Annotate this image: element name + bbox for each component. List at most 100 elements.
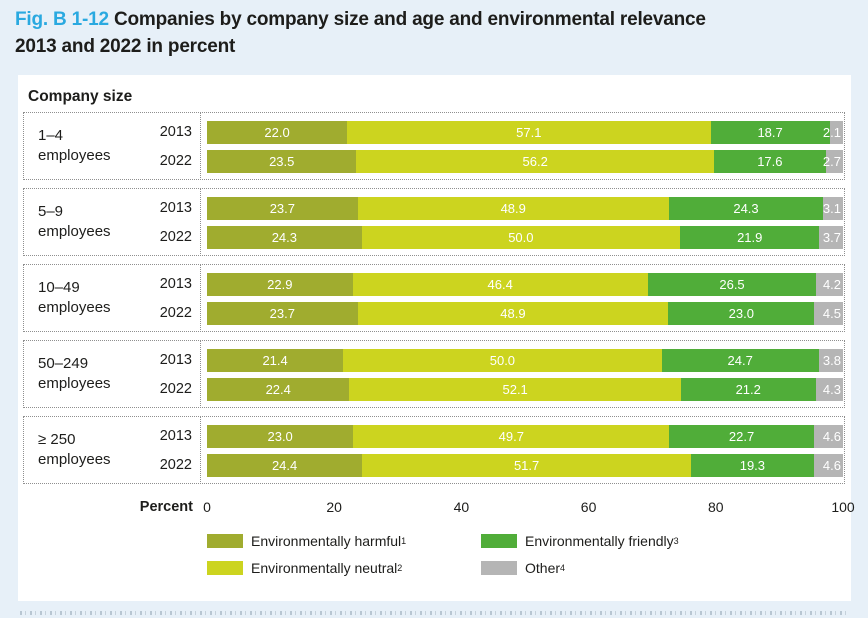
bar-segment-environmentally-harmful: 24.3 (207, 226, 362, 249)
bar-segment-environmentally-friendly: 24.3 (668, 197, 824, 220)
bar-segment-environmentally-friendly: 24.7 (661, 349, 819, 372)
bar-segment-value: 22.7 (728, 429, 755, 444)
bar-segment-value: 48.9 (500, 306, 526, 321)
x-tick-40: 40 (453, 499, 470, 515)
company-size-label: 1–4 employees (38, 126, 111, 166)
bar-segment-environmentally-neutral: 50.0 (361, 226, 681, 249)
bar-segment-value: 21.4 (262, 353, 288, 368)
bar-segment-value: 52.1 (502, 382, 528, 397)
bar-segment-other: 3.8 (818, 349, 843, 372)
size-range: 10–49 (38, 279, 80, 296)
bar-segment-value: 49.7 (498, 429, 524, 444)
bar-segment-value: 51.7 (513, 458, 540, 473)
bar-segment-other: 4.5 (814, 302, 843, 325)
x-axis-ticks: 0 20 40 60 80 100 (203, 499, 855, 517)
legend-label: Environmentally neutral (251, 560, 398, 576)
stacked-bar-2013: 21.4 50.0 24.7 3.8 (207, 349, 843, 372)
bar-segment-environmentally-harmful: 22.9 (207, 273, 353, 296)
bar-segment-environmentally-friendly: 17.6 (713, 150, 826, 173)
size-sub: employees (38, 451, 111, 468)
bar-segment-other: 4.6 (813, 425, 843, 448)
bar-segment-value: 50.0 (489, 353, 516, 368)
bar-segment-value: 2.7 (822, 154, 841, 169)
bar-segment-environmentally-friendly: 18.7 (710, 121, 830, 144)
year-label: 2022 (159, 153, 192, 169)
year-label: 2013 (159, 352, 192, 368)
size-sub: employees (38, 299, 111, 316)
stacked-bar-2013: 23.0 49.7 22.7 4.6 (207, 425, 843, 448)
bar-segment-environmentally-neutral: 57.1 (347, 121, 711, 144)
x-tick-60: 60 (580, 499, 597, 515)
x-tick-100: 100 (831, 499, 855, 515)
legend-swatch (481, 534, 517, 548)
group-divider-line (200, 340, 201, 408)
company-size-label: 5–9 employees (38, 202, 111, 242)
bar-group: ≥ 250 employees 2013 23.0 49.7 22.7 4.6 2022 24.… (23, 416, 845, 484)
bar-segment-value: 23.7 (269, 201, 296, 216)
year-label: 2013 (159, 200, 192, 216)
legend: Environmentally harmful 1 Environmentally … (207, 533, 679, 576)
bar-groups: 1–4 employees 2013 22.0 57.1 18.7 2.1 2022 23.5 5… (18, 112, 851, 492)
x-tick-20: 20 (326, 499, 342, 515)
bar-segment-other: 4.3 (815, 378, 843, 401)
bar-group: 5–9 employees 2013 23.7 48.9 24.3 3.1 2022 24.3 5… (23, 188, 845, 256)
bar-segment-value: 3.8 (822, 353, 841, 368)
bar-segment-other: 2.7 (822, 150, 843, 173)
group-divider-line (200, 188, 201, 256)
bar-segment-value: 21.2 (735, 382, 761, 397)
bar-segment-value: 50.0 (508, 230, 534, 245)
figure-title: Fig. B 1-12 Companies by company size an… (15, 6, 815, 60)
size-range: 5–9 (38, 203, 64, 220)
year-label: 2022 (159, 457, 192, 473)
bar-segment-environmentally-neutral: 51.7 (362, 454, 691, 477)
bar-segment-value: 22.9 (267, 277, 293, 292)
bar-segment-other: 4.2 (816, 273, 844, 296)
bar-segment-value: 2.1 (822, 125, 841, 140)
bar-segment-other: 2.1 (823, 121, 843, 144)
company-size-label: 10–49 employees (38, 278, 111, 318)
size-sub: employees (38, 147, 111, 164)
bar-segment-value: 24.3 (733, 201, 759, 216)
bar-segment-value: 56.2 (522, 154, 548, 169)
legend-label: Other (525, 560, 561, 576)
bar-segment-value: 4.6 (822, 458, 841, 473)
stacked-bar-2022: 22.4 52.1 21.2 4.3 (207, 378, 843, 401)
bar-segment-value: 3.1 (822, 201, 841, 216)
figure-number: Fig. B 1-12 (15, 9, 109, 30)
bar-segment-value: 3.7 (822, 230, 841, 245)
bar-segment-environmentally-harmful: 23.7 (207, 302, 358, 325)
bar-segment-value: 24.4 (271, 458, 298, 473)
chart-panel: Company size 1–4 employees 2013 22.0 57.1 18.… (18, 75, 855, 601)
group-divider-line (200, 112, 201, 180)
bar-segment-value: 23.7 (269, 306, 295, 321)
legend-swatch (481, 561, 517, 575)
legend-item: Environmentally neutral 2 (207, 560, 481, 576)
x-tick-0: 0 (203, 499, 211, 515)
bar-segment-value: 26.5 (719, 277, 745, 292)
size-sub: employees (38, 223, 111, 240)
bar-segment-value: 23.5 (269, 154, 295, 169)
bar-group: 1–4 employees 2013 22.0 57.1 18.7 2.1 2022 23.5 5… (23, 112, 845, 180)
stacked-bar-2013: 22.9 46.4 26.5 4.2 (207, 273, 844, 296)
bar-segment-value: 48.9 (500, 201, 526, 216)
x-tick-80: 80 (708, 499, 724, 515)
bar-segment-other: 3.7 (819, 226, 843, 249)
bar-segment-environmentally-harmful: 23.5 (207, 150, 357, 173)
size-range: 50–249 (38, 355, 89, 372)
bar-segment-environmentally-friendly: 21.9 (680, 226, 820, 249)
bar-segment-environmentally-neutral: 48.9 (357, 302, 669, 325)
year-label: 2013 (159, 428, 192, 444)
bar-segment-value: 4.2 (822, 277, 842, 292)
bar-segment-value: 23.0 (267, 429, 293, 444)
group-divider-line (200, 416, 201, 484)
bar-segment-value: 18.7 (757, 125, 783, 140)
bar-segment-environmentally-friendly: 26.5 (647, 273, 817, 296)
bar-segment-value: 46.4 (487, 277, 513, 292)
legend-swatch (207, 561, 243, 575)
stacked-bar-2013: 22.0 57.1 18.7 2.1 (207, 121, 843, 144)
company-size-heading: Company size (28, 88, 133, 105)
bar-segment-environmentally-neutral: 48.9 (357, 197, 669, 220)
figure-title-line2: 2013 and 2022 in percent (15, 36, 236, 57)
bar-segment-value: 24.7 (727, 353, 753, 368)
bar-segment-environmentally-friendly: 21.2 (680, 378, 816, 401)
